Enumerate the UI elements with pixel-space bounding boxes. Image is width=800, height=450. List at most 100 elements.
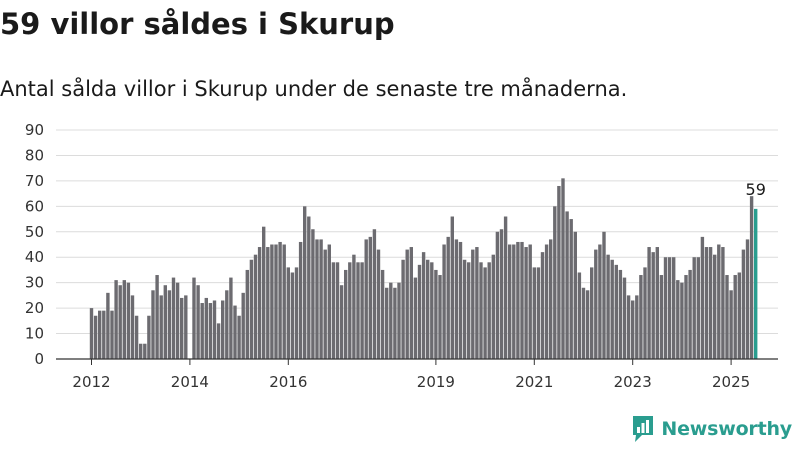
bar — [594, 249, 598, 359]
bar — [417, 264, 422, 359]
bar — [307, 216, 311, 359]
bar — [180, 297, 184, 359]
bar — [356, 262, 360, 359]
bar — [479, 262, 483, 359]
bar — [688, 269, 692, 359]
bar — [721, 247, 725, 359]
bar — [672, 257, 676, 359]
bar — [196, 285, 200, 359]
y-tick-label: 80 — [25, 146, 44, 164]
bar — [134, 315, 139, 359]
bar — [229, 277, 233, 359]
bar — [405, 249, 409, 359]
x-tick-label: 2025 — [712, 373, 750, 391]
bar — [438, 275, 442, 359]
bar — [536, 267, 541, 359]
bar — [614, 264, 618, 359]
bar — [602, 231, 606, 359]
y-tick-label: 20 — [25, 299, 44, 317]
bar — [122, 280, 126, 359]
bar — [610, 259, 614, 359]
bar — [569, 219, 573, 359]
bar — [130, 295, 135, 359]
bar — [503, 216, 508, 359]
bar — [508, 244, 512, 359]
bar — [303, 206, 307, 359]
bar — [487, 262, 491, 359]
bar — [741, 249, 746, 359]
bar — [126, 282, 131, 359]
bar — [749, 196, 754, 359]
newsworthy-brand: Newsworthy — [631, 414, 792, 444]
bar — [499, 229, 504, 359]
bar — [335, 262, 340, 359]
bar — [184, 295, 188, 359]
bar — [241, 292, 245, 359]
bar — [114, 280, 118, 359]
bar — [110, 310, 114, 359]
bar — [331, 262, 336, 359]
bar — [360, 262, 364, 359]
bar — [700, 236, 705, 359]
bar — [208, 303, 213, 359]
bar — [139, 343, 143, 359]
bar — [344, 269, 348, 359]
bar — [401, 259, 405, 359]
bar — [528, 244, 532, 359]
bar — [491, 254, 495, 359]
bar — [175, 282, 180, 359]
bar — [729, 290, 733, 359]
bar — [704, 247, 709, 359]
bar — [655, 247, 659, 359]
bar — [294, 267, 299, 359]
bar — [450, 216, 454, 359]
bar-highlight — [754, 208, 758, 359]
bar — [680, 282, 684, 359]
bar — [200, 303, 204, 359]
bar — [684, 275, 688, 359]
x-tick-label: 2016 — [269, 373, 307, 391]
x-tick-label: 2014 — [171, 373, 209, 391]
bar — [708, 247, 713, 359]
bar — [348, 262, 352, 359]
bar — [282, 244, 286, 359]
bar — [512, 244, 516, 359]
bar — [249, 259, 254, 359]
bar — [225, 290, 229, 359]
bar — [192, 277, 196, 359]
bar — [118, 285, 122, 359]
bar — [204, 297, 208, 359]
bar — [393, 287, 397, 359]
bar — [622, 277, 627, 359]
bar — [532, 267, 536, 359]
bar — [626, 295, 631, 359]
bar — [385, 287, 389, 359]
bar — [475, 247, 479, 359]
bar — [446, 236, 450, 359]
bar — [151, 290, 155, 359]
chart-subtitle: Antal sålda villor i Skurup under de sen… — [0, 77, 628, 101]
bar — [651, 252, 655, 359]
bar — [143, 343, 147, 359]
bar — [516, 241, 520, 359]
x-tick-label: 2019 — [417, 373, 455, 391]
bar — [434, 269, 438, 359]
bar — [233, 305, 237, 359]
bar — [102, 310, 106, 359]
chart-title: 59 villor såldes i Skurup — [0, 7, 395, 41]
bar — [577, 272, 582, 359]
bar-value-label: 59 — [746, 180, 766, 199]
bar — [216, 323, 221, 359]
bar — [286, 267, 290, 359]
bar — [557, 185, 561, 359]
bar — [93, 315, 98, 359]
y-tick-label: 0 — [34, 350, 44, 368]
bar — [270, 244, 274, 359]
bar — [458, 241, 463, 359]
bar — [454, 239, 459, 359]
y-tick-label: 10 — [25, 325, 44, 343]
bar — [413, 277, 418, 359]
bar — [262, 226, 266, 359]
y-tick-label: 40 — [25, 248, 44, 266]
